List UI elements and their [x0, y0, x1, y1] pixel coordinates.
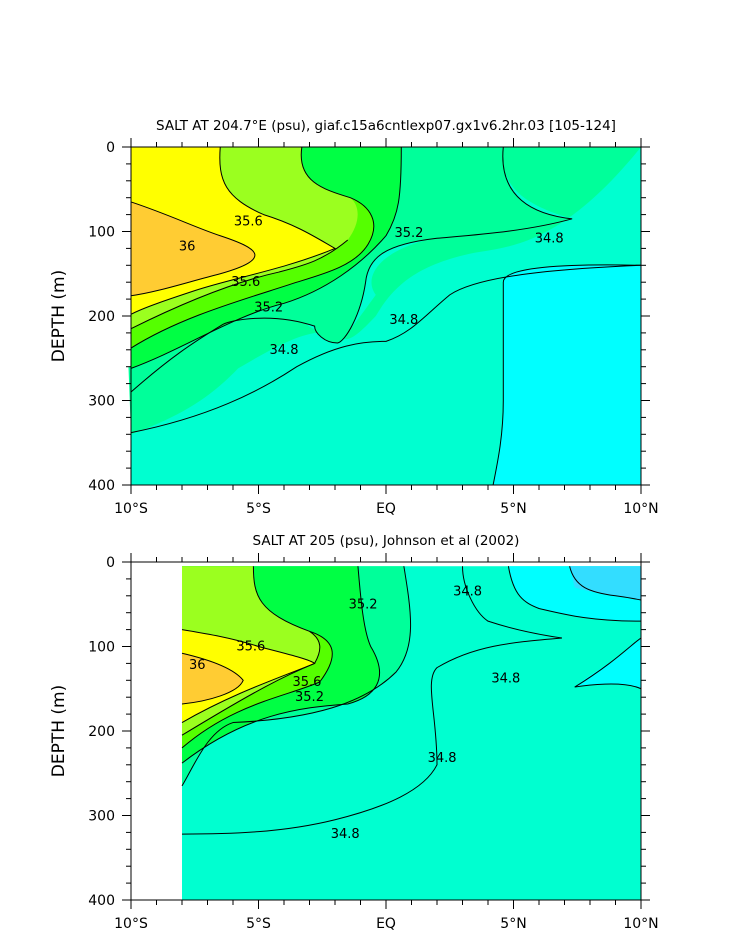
bottom-y-tick-label: 400 — [88, 893, 115, 909]
top-x-tick-label: 5°S — [246, 501, 271, 517]
top-y-tick-label: 100 — [88, 225, 115, 241]
top-x-tick-label: 10°N — [623, 501, 658, 517]
bottom-contour-label: 35.2 — [349, 597, 378, 612]
bottom-x-tick-label: 5°N — [500, 916, 526, 932]
top-contour-35-6 — [131, 240, 348, 329]
bottom-panel: SALT AT 205 (psu), Johnson et al (2002) — [49, 533, 659, 932]
top-contour-34-8 — [131, 265, 641, 432]
bottom-x-tick-label: EQ — [376, 916, 396, 932]
bottom-y-tick-label: 200 — [88, 724, 115, 740]
top-contour-35-4 — [131, 147, 374, 348]
top-y-axis-label: DEPTH (m) — [49, 270, 69, 362]
bottom-contour-label: 36 — [189, 658, 206, 673]
bottom-axes: 10°S 5°S EQ 5°N 10°N 0 100 200 300 400 — [88, 553, 659, 932]
top-contour-label: 36 — [179, 240, 196, 255]
bottom-x-tick-label: 10°S — [114, 916, 148, 932]
bottom-contour-34-4 — [570, 566, 641, 600]
top-axes: 10°S 5°S EQ 5°N 10°N 0 100 200 300 400 — [88, 138, 659, 517]
top-contour-label: 35.2 — [254, 301, 283, 316]
top-contour-labels: 36 35.6 35.6 35.2 35.2 34.8 34.8 34.8 — [179, 214, 564, 358]
bottom-y-axis-label: DEPTH (m) — [49, 685, 69, 777]
top-y-tick-label: 300 — [88, 394, 115, 410]
top-contour-label: 35.6 — [231, 275, 260, 290]
top-contour-35-0 — [131, 147, 572, 392]
top-band-35-0 — [128, 147, 641, 435]
top-plot-area — [128, 147, 641, 485]
bottom-contour-label: 35.6 — [292, 675, 321, 690]
top-y-tick-label: 0 — [106, 140, 115, 156]
top-contour-label: 34.8 — [270, 343, 299, 358]
bottom-y-tick-label: 100 — [88, 640, 115, 656]
bottom-contour-34-6-a — [508, 566, 641, 621]
bottom-x-tick-label: 5°S — [246, 916, 271, 932]
top-x-tick-label: 5°N — [500, 501, 526, 517]
bottom-contour-35-4 — [182, 631, 332, 748]
bottom-plot-area — [182, 566, 641, 900]
top-panel: SALT AT 204.7°E (psu), giaf.c15a6cntlexp… — [49, 118, 659, 517]
bottom-band-34-4-patch — [569, 566, 641, 601]
bottom-contour-36 — [182, 653, 243, 704]
bottom-contour-35-8 — [182, 630, 315, 723]
top-chart-title: SALT AT 204.7°E (psu), giaf.c15a6cntlexp… — [156, 118, 616, 134]
top-contour-label: 35.2 — [394, 226, 423, 241]
top-contour-36 — [131, 202, 255, 296]
bottom-y-tick-label: 300 — [88, 809, 115, 825]
top-contour-label: 34.8 — [535, 231, 564, 246]
top-contour-label: 35.6 — [234, 214, 263, 229]
top-y-tick-label: 200 — [88, 309, 115, 325]
bottom-contour-label: 34.8 — [491, 672, 520, 687]
bottom-band-36-0 — [182, 653, 244, 704]
bottom-contour-label: 34.8 — [453, 585, 482, 600]
bottom-contour-label: 34.8 — [428, 751, 457, 766]
top-x-tick-label: 10°S — [114, 501, 148, 517]
top-contour-35-8 — [131, 147, 335, 314]
bottom-chart-title: SALT AT 205 (psu), Johnson et al (2002) — [253, 533, 520, 549]
bottom-y-tick-label: 0 — [106, 555, 115, 571]
top-contour-label: 34.8 — [389, 313, 418, 328]
top-contour-lines — [131, 147, 641, 485]
bottom-x-tick-label: 10°N — [623, 916, 658, 932]
bottom-contour-label: 35.6 — [236, 640, 265, 655]
bottom-contour-35-2 — [182, 566, 380, 763]
top-contour-35-2 — [131, 147, 401, 368]
bottom-contour-label: 35.2 — [295, 690, 324, 705]
bottom-contour-lines — [182, 566, 641, 834]
top-y-tick-label: 400 — [88, 478, 115, 494]
bottom-band-34-6-patch — [508, 566, 641, 689]
bottom-contour-label: 34.8 — [331, 827, 360, 842]
top-x-tick-label: EQ — [376, 501, 396, 517]
bottom-contour-35-0 — [182, 566, 411, 786]
bottom-contour-34-6-b — [575, 638, 641, 689]
bottom-contour-35-6 — [182, 566, 320, 735]
top-contour-34-8b — [493, 265, 641, 485]
bottom-contour-34-8-a — [182, 566, 562, 834]
